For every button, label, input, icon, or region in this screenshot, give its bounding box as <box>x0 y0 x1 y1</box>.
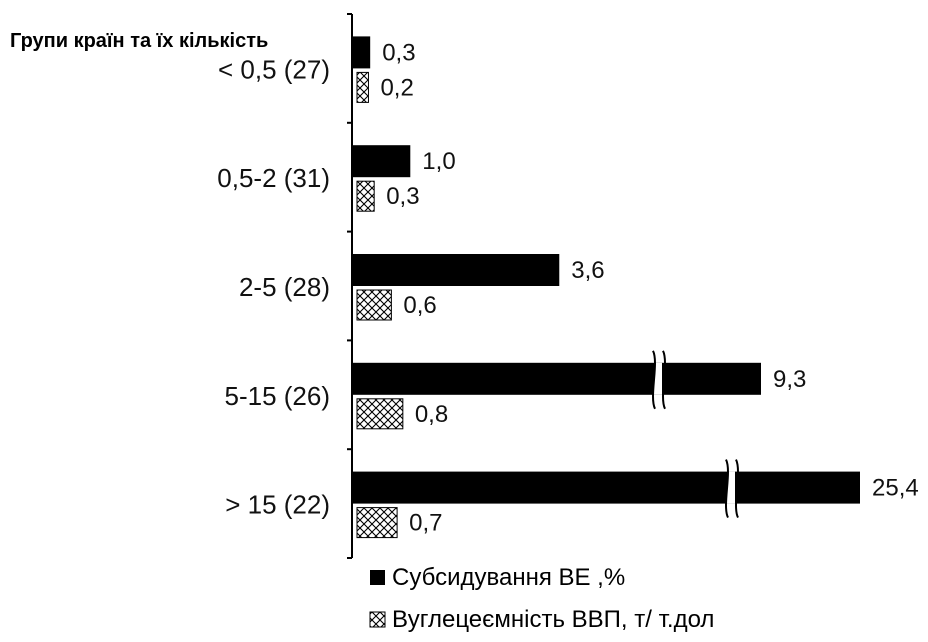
legend-label-carbon-intensity: Вуглецеємність ВВП, т/ т.дол <box>392 606 714 633</box>
bar-carbon-intensity <box>356 289 392 321</box>
bar-subsidy <box>353 471 860 504</box>
bar-subsidy <box>353 145 411 178</box>
value-label-subsidy: 25,4 <box>872 475 919 502</box>
legend-label-subsidy: Субсидування ВЕ ,% <box>392 564 625 591</box>
labels: < 0,5 (27)0,30,20,5-2 (31)1,00,32-5 (28)… <box>217 39 918 536</box>
legend-swatch-subsidy <box>370 570 385 585</box>
category-label: 0,5-2 (31) <box>217 163 330 193</box>
legend-swatch-carbon-intensity <box>369 611 386 628</box>
chart-header: Групи країн та їх кількість <box>10 30 268 52</box>
category-label: 5-15 (26) <box>225 381 331 411</box>
value-label-carbon-intensity: 0,2 <box>380 74 413 101</box>
category-label: 2-5 (28) <box>239 272 330 302</box>
axis-break-mark <box>735 459 739 519</box>
category-label: < 0,5 (27) <box>218 54 330 84</box>
value-label-subsidy: 0,3 <box>382 39 415 66</box>
category-axis <box>347 13 353 559</box>
bar-carbon-intensity <box>356 398 404 430</box>
axis-break-gap <box>654 362 662 395</box>
axis-break-mark <box>662 350 666 410</box>
axis-break-gap <box>727 471 735 504</box>
value-label-carbon-intensity: 0,8 <box>415 401 448 428</box>
axis-break-mark <box>725 459 729 519</box>
value-label-subsidy: 9,3 <box>773 366 806 393</box>
bar-subsidy <box>353 362 761 395</box>
value-label-subsidy: 1,0 <box>422 148 455 175</box>
axis-break-mark <box>652 350 656 410</box>
bar-carbon-intensity <box>356 180 375 212</box>
bar-carbon-intensity <box>356 507 398 539</box>
legend: Субсидування ВЕ ,% Вуглецеємність ВВП, т/… <box>369 564 714 633</box>
bar-subsidy <box>353 36 371 69</box>
category-label: > 15 (22) <box>225 490 330 520</box>
bar-carbon-intensity <box>356 71 369 103</box>
bars <box>353 36 860 539</box>
bar-subsidy <box>353 254 560 286</box>
value-label-carbon-intensity: 0,7 <box>409 510 442 537</box>
value-label-subsidy: 3,6 <box>571 257 604 284</box>
value-label-carbon-intensity: 0,3 <box>386 183 419 210</box>
value-label-carbon-intensity: 0,6 <box>403 292 436 319</box>
